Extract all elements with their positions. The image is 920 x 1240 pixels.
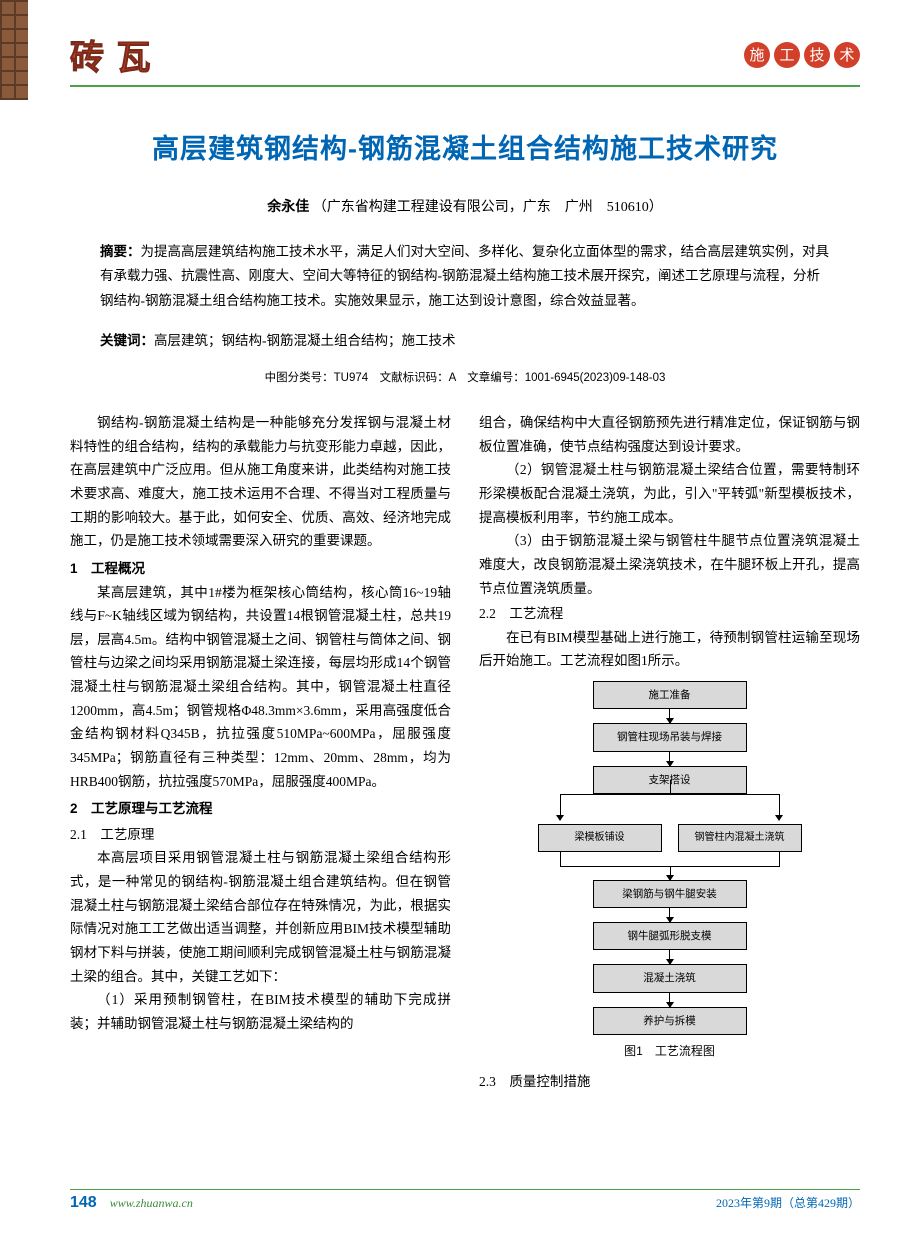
figure-caption: 图1 工艺流程图 — [530, 1041, 810, 1062]
abstract: 摘要：为提高高层建筑结构施工技术水平，满足人们对大空间、多样化、复杂化立面体型的… — [70, 240, 860, 313]
arrow-down-icon — [669, 993, 670, 1007]
item-2: （2）钢管混凝土柱与钢筋混凝土梁结合位置，需要特制环形梁模板配合混凝土浇筑，为此… — [479, 458, 860, 529]
arrow-down-icon — [669, 752, 670, 766]
footer: 148 www.zhuanwa.cn 2023年第9期（总第429期） — [70, 1194, 860, 1212]
header: 砖 瓦 施 工 技 术 — [70, 30, 860, 87]
keywords-label: 关键词： — [100, 333, 154, 348]
flowchart: 施工准备 钢管柱现场吊装与焊接 支架搭设 梁模板铺设 钢管柱内混凝土浇筑 — [530, 681, 810, 1062]
brick-decoration — [0, 0, 28, 100]
category-char: 技 — [804, 42, 830, 68]
section-1-text: 某高层建筑，其中1#楼为框架核心筒结构，核心筒16~19轴线与F~K轴线区域为钢… — [70, 581, 451, 794]
right-column: 组合，确保结构中大直径钢筋预先进行精准定位，保证钢筋与钢板位置准确，使节点结构强… — [479, 411, 860, 1094]
section-2-2-text: 在已有BIM模型基础上进行施工，待预制钢管柱运输至现场后开始施工。工艺流程如图1… — [479, 626, 860, 673]
abstract-label: 摘要： — [100, 244, 141, 259]
section-2-3-head: 2.3 质量控制措施 — [479, 1070, 860, 1094]
cont-paragraph: 组合，确保结构中大直径钢筋预先进行精准定位，保证钢筋与钢板位置准确，使节点结构强… — [479, 411, 860, 458]
category-char: 施 — [744, 42, 770, 68]
section-2-1-text: 本高层项目采用钢管混凝土柱与钢筋混凝土梁组合结构形式，是一种常见的钢结构-钢筋混… — [70, 846, 451, 988]
arrow-down-icon — [669, 709, 670, 723]
fc-step: 钢管柱现场吊装与焊接 — [593, 723, 747, 751]
footer-url: www.zhuanwa.cn — [110, 1196, 193, 1210]
footer-rule — [70, 1189, 860, 1191]
footer-left: 148 www.zhuanwa.cn — [70, 1194, 193, 1212]
arrow-down-icon — [669, 908, 670, 922]
author-name: 余永佳 — [267, 200, 309, 215]
journal-logo: 砖 瓦 — [70, 30, 153, 79]
fc-merge — [530, 852, 810, 880]
author-affiliation: （广东省构建工程建设有限公司，广东 广州 510610） — [313, 200, 663, 215]
section-2-1-item1: （1）采用预制钢管柱，在BIM技术模型的辅助下完成拼装；并辅助钢管混凝土柱与钢筋… — [70, 988, 451, 1035]
abstract-text: 为提高高层建筑结构施工技术水平，满足人们对大空间、多样化、复杂化立面体型的需求，… — [100, 244, 829, 308]
category-char: 术 — [834, 42, 860, 68]
classification-line: 中图分类号：TU974 文献标识码：A 文章编号：1001-6945(2023)… — [70, 369, 860, 385]
left-column: 钢结构-钢筋混凝土结构是一种能够充分发挥钢与混凝土材料特性的组合结构，结构的承载… — [70, 411, 451, 1094]
keywords: 关键词：高层建筑；钢结构-钢筋混凝土组合结构；施工技术 — [70, 329, 860, 353]
arrow-down-icon — [669, 950, 670, 964]
fc-step: 钢牛腿弧形脱支模 — [593, 922, 747, 950]
body-columns: 钢结构-钢筋混凝土结构是一种能够充分发挥钢与混凝土材料特性的组合结构，结构的承载… — [70, 411, 860, 1094]
fc-step: 养护与拆模 — [593, 1007, 747, 1035]
fc-parallel: 梁模板铺设 钢管柱内混凝土浇筑 — [530, 824, 810, 852]
article-title: 高层建筑钢结构-钢筋混凝土组合结构施工技术研究 — [70, 127, 860, 166]
section-2-2-head: 2.2 工艺流程 — [479, 602, 860, 626]
fc-split — [530, 794, 810, 824]
fc-step: 梁钢筋与钢牛腿安装 — [593, 880, 747, 908]
item-3: （3）由于钢筋混凝土梁与钢管柱牛腿节点位置浇筑混凝土难度大，改良钢筋混凝土梁浇筑… — [479, 529, 860, 600]
fc-step-right: 钢管柱内混凝土浇筑 — [678, 824, 802, 852]
fc-step: 混凝土浇筑 — [593, 964, 747, 992]
category-char: 工 — [774, 42, 800, 68]
page-number: 148 — [70, 1194, 97, 1211]
intro-paragraph: 钢结构-钢筋混凝土结构是一种能够充分发挥钢与混凝土材料特性的组合结构，结构的承载… — [70, 411, 451, 553]
keywords-text: 高层建筑；钢结构-钢筋混凝土组合结构；施工技术 — [154, 333, 456, 348]
page: 砖 瓦 施 工 技 术 高层建筑钢结构-钢筋混凝土组合结构施工技术研究 余永佳 … — [0, 0, 920, 1240]
author-line: 余永佳 （广东省构建工程建设有限公司，广东 广州 510610） — [70, 196, 860, 216]
fc-step: 施工准备 — [593, 681, 747, 709]
fc-step-left: 梁模板铺设 — [538, 824, 662, 852]
issue-info: 2023年第9期（总第429期） — [716, 1194, 860, 1211]
section-1-head: 1 工程概况 — [70, 557, 451, 581]
category-pills: 施 工 技 术 — [744, 42, 860, 68]
section-2-head: 2 工艺原理与工艺流程 — [70, 797, 451, 821]
section-2-1-head: 2.1 工艺原理 — [70, 823, 451, 847]
